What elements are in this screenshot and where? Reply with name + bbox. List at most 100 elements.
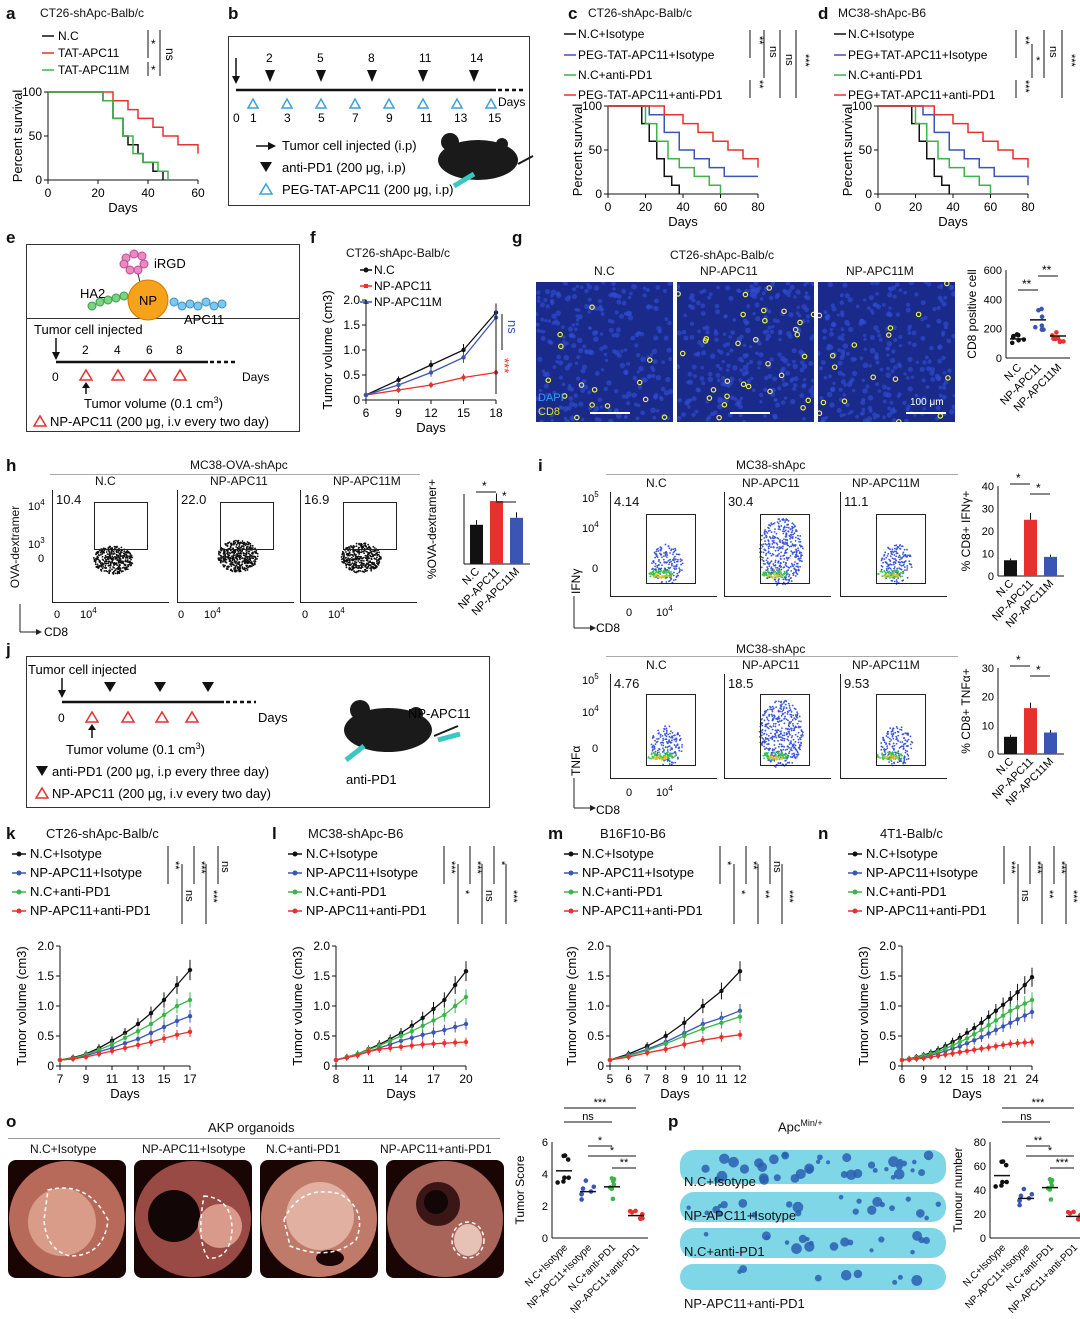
- g-cd8-cell-1-25: [710, 387, 717, 393]
- g-nucleus-1-108: [773, 398, 778, 402]
- i1b-dot-387: [772, 546, 775, 548]
- h2-dot-348: [355, 566, 358, 569]
- g-nucleus-1-8: [763, 375, 769, 381]
- h0-dot-153: [130, 563, 133, 566]
- i1b-dot-18: [775, 566, 777, 569]
- a-xtick-2: 40: [141, 186, 155, 200]
- k-point-3-10: [187, 1029, 193, 1034]
- l-legend-marker-2: [292, 889, 298, 895]
- h1-dot-206: [223, 559, 226, 562]
- g-nucleus-2-95: [907, 341, 912, 345]
- c-title: CT26-shApc-Balb/c: [588, 6, 693, 20]
- i1b-dot-257: [768, 527, 770, 530]
- g-cd8-cell-1-10: [797, 319, 803, 326]
- i0b-dot-82: [663, 555, 665, 558]
- i-top-gate-0: [646, 514, 696, 584]
- h0-dot-345: [112, 570, 115, 573]
- h0-dot-31: [130, 554, 133, 557]
- i2y-dot-13: [882, 575, 885, 577]
- i0b-dot-103: [673, 559, 675, 562]
- i3b-dot-34: [671, 739, 673, 742]
- i1b-dot-393: [783, 558, 786, 560]
- g-nucleus-1-124: [683, 335, 689, 341]
- m-stat-5: ***: [783, 890, 795, 904]
- g-nucleus-1-19: [707, 371, 713, 377]
- g-nucleus-2-96: [836, 313, 840, 317]
- i1b-dot-277: [794, 544, 797, 546]
- g-cd8-cell-2-5: [851, 342, 858, 348]
- g-nucleus-2-42: [920, 300, 926, 306]
- g-nucleus-1-2: [780, 311, 785, 316]
- h1-dot-378: [229, 542, 232, 545]
- i-top-facs-nc: [610, 492, 717, 597]
- b-bottom-day-3: 5: [318, 111, 325, 125]
- i1b-dot-408: [768, 536, 771, 538]
- c-xtick-0: 0: [605, 200, 612, 214]
- h-ylabel: %OVA-dextramer+: [425, 479, 439, 579]
- g-nucleus-2-50: [885, 346, 890, 351]
- g-nucleus-2-231: [875, 303, 882, 310]
- i1b-dot-323: [762, 560, 765, 562]
- g-nucleus-2-23: [837, 370, 843, 376]
- g-nucleus-1-148: [763, 414, 767, 418]
- h2-dot-157: [364, 570, 367, 573]
- h2-dot-350: [356, 550, 359, 553]
- h-pct-1: 22.0: [181, 492, 207, 507]
- g-nucleus-0-225: [562, 335, 566, 340]
- h2-dot-17: [369, 567, 371, 570]
- e-note2: NP-APC11 (200 μg, i.v every two day): [50, 414, 269, 429]
- h0-dot-195: [125, 550, 128, 553]
- g-nucleus-1-185: [691, 364, 697, 370]
- g-nucleus-2-115: [878, 337, 883, 342]
- i1b-dot-127: [761, 558, 763, 561]
- i1b-dot-101: [789, 565, 792, 568]
- i1b-dot-404: [794, 556, 797, 559]
- e-note1: Tumor volume (0.1 cm3): [84, 395, 223, 411]
- h1-dot-265: [231, 559, 234, 562]
- g-nucleus-2-86: [886, 366, 891, 371]
- b-peg-marker-7: [450, 97, 464, 109]
- g-nucleus-2-196: [875, 360, 880, 365]
- i0g-dot-4: [670, 570, 673, 573]
- a-stat-0: *: [151, 37, 156, 51]
- g-scalebar-1: [730, 412, 770, 414]
- i2-ylabel: % CD8+ TNFα+: [959, 668, 973, 753]
- h1-dot-377: [254, 560, 257, 563]
- i-bot-xt-0: 0: [626, 787, 632, 799]
- m-ytick-4: 2.0: [587, 939, 604, 953]
- n-legend-marker-2: [852, 889, 858, 895]
- h0-dot-339: [113, 561, 116, 564]
- h1-dot-251: [229, 569, 232, 572]
- h1-dot-294: [239, 546, 242, 549]
- g-nucleus-2-76: [904, 418, 909, 422]
- panel-label-m: m: [548, 824, 564, 843]
- k-point-2-4: [109, 1042, 115, 1047]
- g-cd8-cell-2-10: [820, 399, 827, 406]
- a-ytick-1: 50: [29, 129, 43, 143]
- g-nucleus-0-223: [633, 402, 638, 407]
- l-legend-3: NP-APC11+anti-PD1: [306, 903, 427, 918]
- l-point-2-12: [463, 994, 469, 1000]
- h2-dot-281: [368, 546, 371, 549]
- d-xtick-3: 60: [984, 200, 998, 214]
- i1b-dot-60: [790, 541, 792, 543]
- g-nucleus-0-152: [623, 369, 629, 375]
- h2-dot-390: [354, 554, 357, 557]
- i-top-yaxis: 105 104 0 IFNγ: [569, 490, 599, 594]
- h2-dot-395: [374, 557, 376, 560]
- n-stat-1: ns: [1019, 890, 1031, 902]
- b-schedule-box: [228, 36, 530, 206]
- i1b-dot-237: [777, 578, 780, 581]
- j-zero: 0: [58, 711, 65, 725]
- g-nucleus-0-193: [600, 368, 605, 372]
- m-point-3-0: [607, 1057, 613, 1063]
- i1b-dot-325: [770, 554, 773, 557]
- g-nucleus-1-211: [700, 343, 705, 348]
- i1b-dot-378: [785, 518, 788, 520]
- n-legend-1: NP-APC11+Isotype: [866, 865, 978, 880]
- g-nucleus-2-55: [950, 285, 955, 289]
- g-nucleus-0-62: [552, 365, 557, 369]
- g-nucleus-2-82: [860, 400, 866, 406]
- g-nucleus-2-202: [877, 389, 882, 393]
